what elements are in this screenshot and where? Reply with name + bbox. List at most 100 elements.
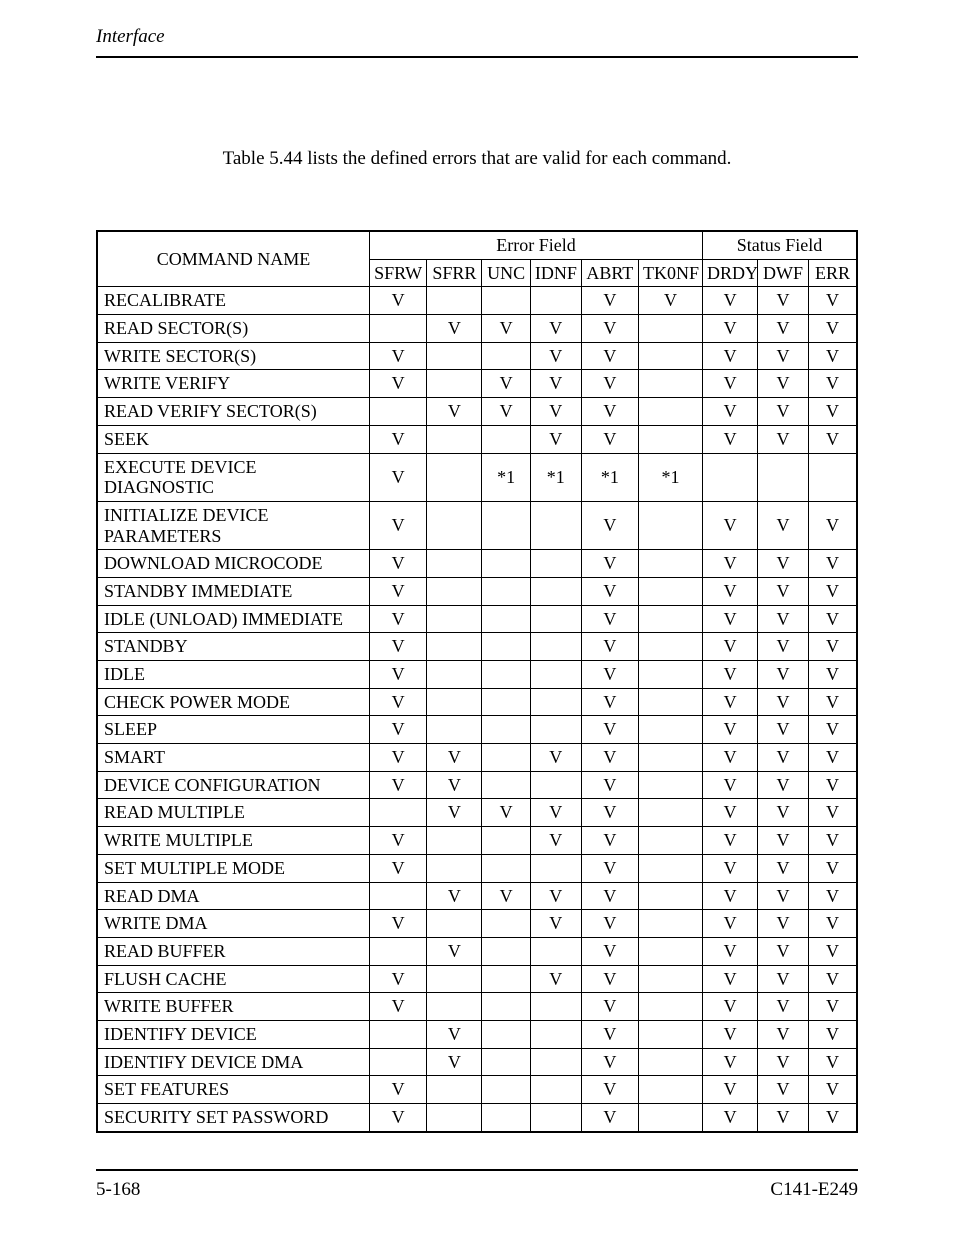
table-row: EXECUTE DEVICE DIAGNOSTICV*1*1*1*1 xyxy=(97,453,857,501)
value-cell: V xyxy=(808,716,857,744)
table-row: STANDBYVVVVV xyxy=(97,633,857,661)
value-cell xyxy=(530,716,581,744)
value-cell: V xyxy=(758,993,809,1021)
value-cell: V xyxy=(703,287,758,315)
value-cell: V xyxy=(581,342,638,370)
command-name-cell: WRITE BUFFER xyxy=(97,993,369,1021)
value-cell: V xyxy=(758,1020,809,1048)
value-cell: V xyxy=(581,315,638,343)
command-name-cell: WRITE SECTOR(S) xyxy=(97,342,369,370)
command-name-cell: IDENTIFY DEVICE DMA xyxy=(97,1048,369,1076)
value-cell: V xyxy=(703,501,758,549)
value-cell xyxy=(758,453,809,501)
value-cell: V xyxy=(427,315,482,343)
value-cell xyxy=(427,577,482,605)
value-cell: V xyxy=(581,577,638,605)
value-cell: V xyxy=(427,1020,482,1048)
value-cell: V xyxy=(581,1076,638,1104)
table-row: DEVICE CONFIGURATIONVVVVVV xyxy=(97,771,857,799)
value-cell: V xyxy=(427,744,482,772)
table-row: SEEKVVVVVV xyxy=(97,425,857,453)
table-row: RECALIBRATEVVVVVV xyxy=(97,287,857,315)
value-cell xyxy=(530,1076,581,1104)
value-cell xyxy=(482,1020,531,1048)
command-name-cell: READ BUFFER xyxy=(97,937,369,965)
value-cell: V xyxy=(758,370,809,398)
value-cell: V xyxy=(808,370,857,398)
value-cell xyxy=(530,633,581,661)
table-row: READ VERIFY SECTOR(S)VVVVVVV xyxy=(97,398,857,426)
table-row: READ BUFFERVVVVV xyxy=(97,937,857,965)
value-cell xyxy=(639,827,703,855)
value-cell xyxy=(482,577,531,605)
command-name-cell: DEVICE CONFIGURATION xyxy=(97,771,369,799)
table-header-row-groups: COMMAND NAME Error Field Status Field xyxy=(97,231,857,259)
value-cell xyxy=(639,1104,703,1132)
value-cell xyxy=(639,577,703,605)
value-cell: V xyxy=(581,827,638,855)
value-cell xyxy=(639,910,703,938)
value-cell xyxy=(639,744,703,772)
table-row: STANDBY IMMEDIATEVVVVV xyxy=(97,577,857,605)
value-cell xyxy=(427,370,482,398)
col-command-name: COMMAND NAME xyxy=(97,231,369,287)
value-cell xyxy=(639,370,703,398)
col-tk0nf: TK0NF xyxy=(639,259,703,287)
error-table: COMMAND NAME Error Field Status Field SF… xyxy=(96,230,858,1133)
value-cell: V xyxy=(808,661,857,689)
value-cell: V xyxy=(758,799,809,827)
value-cell xyxy=(530,501,581,549)
table-row: WRITE MULTIPLEVVVVVV xyxy=(97,827,857,855)
value-cell: V xyxy=(758,771,809,799)
value-cell: V xyxy=(703,993,758,1021)
value-cell xyxy=(369,937,426,965)
value-cell: V xyxy=(703,827,758,855)
value-cell: V xyxy=(808,688,857,716)
command-name-cell: STANDBY xyxy=(97,633,369,661)
value-cell: *1 xyxy=(639,453,703,501)
value-cell: V xyxy=(581,287,638,315)
value-cell: V xyxy=(581,425,638,453)
value-cell: V xyxy=(581,370,638,398)
value-cell: V xyxy=(703,315,758,343)
value-cell xyxy=(427,854,482,882)
value-cell: V xyxy=(808,425,857,453)
value-cell: V xyxy=(369,605,426,633)
value-cell xyxy=(639,716,703,744)
value-cell: V xyxy=(427,882,482,910)
value-cell: V xyxy=(808,993,857,1021)
running-header: Interface xyxy=(96,26,858,58)
value-cell: V xyxy=(482,315,531,343)
table-row: INITIALIZE DEVICE PARAMETERSVVVVV xyxy=(97,501,857,549)
value-cell xyxy=(427,827,482,855)
command-name-cell: CHECK POWER MODE xyxy=(97,688,369,716)
value-cell xyxy=(427,287,482,315)
value-cell: V xyxy=(369,854,426,882)
value-cell: V xyxy=(581,854,638,882)
command-name-cell: READ SECTOR(S) xyxy=(97,315,369,343)
value-cell xyxy=(427,661,482,689)
value-cell: V xyxy=(703,633,758,661)
value-cell xyxy=(482,1048,531,1076)
value-cell xyxy=(427,1076,482,1104)
value-cell xyxy=(530,1104,581,1132)
value-cell: V xyxy=(369,661,426,689)
value-cell: V xyxy=(369,425,426,453)
value-cell: V xyxy=(581,661,638,689)
value-cell xyxy=(639,661,703,689)
value-cell xyxy=(639,315,703,343)
command-name-cell: IDLE (UNLOAD) IMMEDIATE xyxy=(97,605,369,633)
value-cell xyxy=(369,398,426,426)
value-cell xyxy=(530,1020,581,1048)
value-cell: V xyxy=(427,799,482,827)
value-cell: V xyxy=(808,577,857,605)
table-row: CHECK POWER MODEVVVVV xyxy=(97,688,857,716)
command-name-cell: SECURITY SET PASSWORD xyxy=(97,1104,369,1132)
command-name-cell: IDLE xyxy=(97,661,369,689)
value-cell xyxy=(639,398,703,426)
value-cell xyxy=(482,605,531,633)
value-cell: V xyxy=(369,965,426,993)
table-row: IDENTIFY DEVICEVVVVV xyxy=(97,1020,857,1048)
table-row: READ SECTOR(S)VVVVVVV xyxy=(97,315,857,343)
value-cell xyxy=(482,688,531,716)
